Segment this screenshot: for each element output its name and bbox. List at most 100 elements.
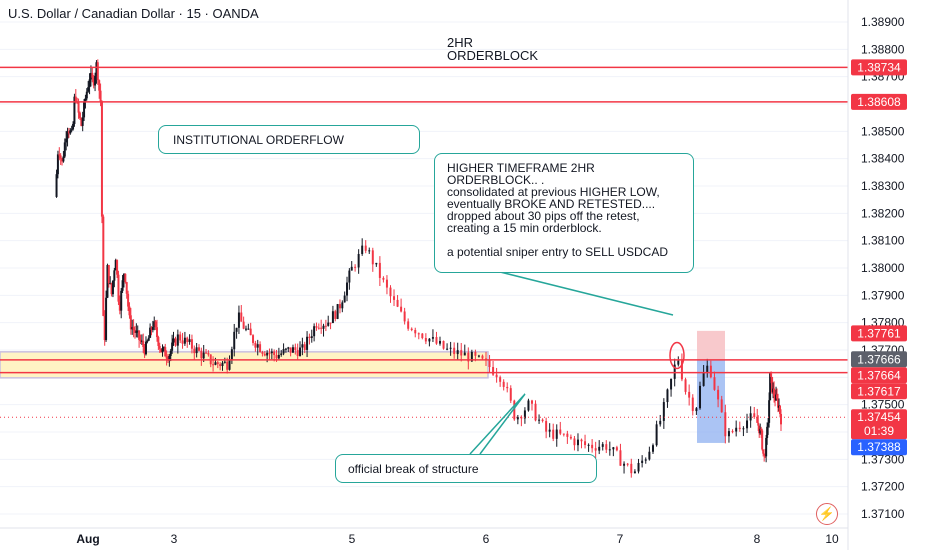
- candle-body: [72, 123, 75, 130]
- time-tick-label: Aug: [76, 532, 99, 546]
- candle-body: [69, 130, 72, 134]
- candle-body: [320, 327, 323, 329]
- candle-body: [287, 347, 290, 349]
- candle-body: [470, 351, 473, 362]
- candle-body: [371, 250, 374, 265]
- candle-body: [509, 388, 512, 401]
- candle-body: [176, 334, 179, 346]
- candle-body: [538, 419, 541, 421]
- candle-body: [58, 154, 61, 156]
- price-badge-label: 1.37664: [857, 368, 901, 382]
- consolidation-zone: [0, 351, 489, 379]
- candle-body: [695, 408, 698, 412]
- candle-body: [195, 347, 198, 354]
- candle-body: [559, 429, 562, 434]
- candle-body: [171, 342, 174, 351]
- candle-body: [688, 391, 691, 398]
- candle-body: [759, 428, 762, 434]
- candle-body: [523, 410, 526, 419]
- candle-body: [749, 413, 752, 421]
- candle-body: [431, 337, 434, 339]
- candle-body: [545, 421, 548, 432]
- candle-body: [630, 463, 633, 474]
- candle-body: [485, 358, 487, 360]
- price-badge-label: 1.38608: [857, 95, 901, 109]
- candle-body: [731, 431, 734, 433]
- candle-body: [117, 274, 120, 302]
- candle-body: [149, 327, 152, 338]
- price-badge: [851, 59, 907, 76]
- lightning-icon[interactable]: ⚡: [816, 503, 838, 525]
- candle-body: [651, 445, 654, 452]
- candle-body: [633, 471, 636, 474]
- price-tick-label: 1.38000: [861, 261, 905, 275]
- candle-body: [527, 400, 530, 411]
- candle-body: [492, 367, 495, 375]
- candle-body: [161, 348, 164, 353]
- candle-body: [216, 362, 219, 365]
- price-badge-label: 1.37454: [857, 410, 901, 424]
- time-tick-label: 8: [754, 532, 761, 546]
- candle-body: [256, 344, 259, 348]
- price-tick-label: 1.38300: [861, 179, 905, 193]
- bos-callout-pointer: [469, 393, 526, 455]
- time-axis[interactable]: Aug 3 5 6 7 8 10: [0, 527, 848, 546]
- htf-orderblock-callout[interactable]: HIGHER TIMEFRAME 2HR ORDERBLOCK.. . cons…: [434, 153, 694, 273]
- price-tick-label: 1.37300: [861, 452, 905, 466]
- price-tick-label: 1.37200: [861, 480, 905, 494]
- candle-body: [289, 347, 292, 353]
- price-badges: 1.38734 1.38608 1.37761 1.37666 1.37664 1.376…: [851, 59, 907, 456]
- candle-body: [735, 427, 738, 432]
- candle-body: [766, 426, 769, 438]
- candle-body: [343, 295, 346, 303]
- price-tick-label: 1.37500: [861, 398, 905, 412]
- candle-body: [449, 347, 452, 349]
- candle-body: [114, 260, 117, 271]
- candle-body: [666, 389, 669, 403]
- price-axis[interactable]: 1.389001.388001.387001.386001.385001.384…: [847, 0, 905, 550]
- institutional-orderflow-callout[interactable]: INSTITUTIONAL ORDERFLOW: [158, 125, 420, 154]
- candle-body: [691, 397, 694, 412]
- time-tick-label: 3: [171, 532, 178, 546]
- candle-body: [268, 352, 271, 354]
- candle-body: [763, 453, 766, 455]
- candle-body: [389, 287, 392, 297]
- candlestick-series: [55, 59, 782, 478]
- candle-body: [591, 444, 594, 449]
- candle-body: [684, 379, 687, 392]
- candle-body: [61, 158, 64, 162]
- candle-body: [400, 306, 403, 312]
- candle-body: [164, 347, 167, 357]
- candle-body: [378, 262, 381, 278]
- candle-body: [313, 326, 316, 337]
- candle-body: [107, 265, 110, 284]
- candle-body: [601, 444, 604, 447]
- candle-body: [776, 394, 779, 399]
- candle-body: [124, 273, 127, 283]
- price-badge: [851, 351, 907, 368]
- candle-body: [284, 348, 287, 350]
- price-badge: [851, 409, 907, 440]
- candle-body: [769, 373, 772, 401]
- candle-body: [477, 355, 480, 357]
- candle-body: [580, 439, 583, 442]
- candle-body: [84, 98, 87, 102]
- break-of-structure-callout[interactable]: official break of structure: [335, 454, 597, 483]
- candle-body: [460, 350, 463, 356]
- candle-body: [296, 350, 299, 356]
- candle-body: [354, 266, 357, 268]
- price-badge-label: 1.37617: [857, 384, 901, 398]
- candle-body: [456, 350, 459, 355]
- candle-body: [317, 327, 320, 329]
- candle-body: [136, 330, 139, 332]
- candle-body: [474, 351, 477, 356]
- price-tick-label: 1.38500: [861, 124, 905, 138]
- candle-body: [303, 344, 306, 350]
- candle-body: [310, 336, 313, 339]
- orderblock-zone: [697, 330, 725, 360]
- chart-title: U.S. Dollar / Canadian Dollar · 15 · OAN…: [8, 6, 259, 21]
- candle-body: [702, 372, 705, 386]
- candle-body: [699, 385, 702, 409]
- candle-body: [162, 347, 165, 349]
